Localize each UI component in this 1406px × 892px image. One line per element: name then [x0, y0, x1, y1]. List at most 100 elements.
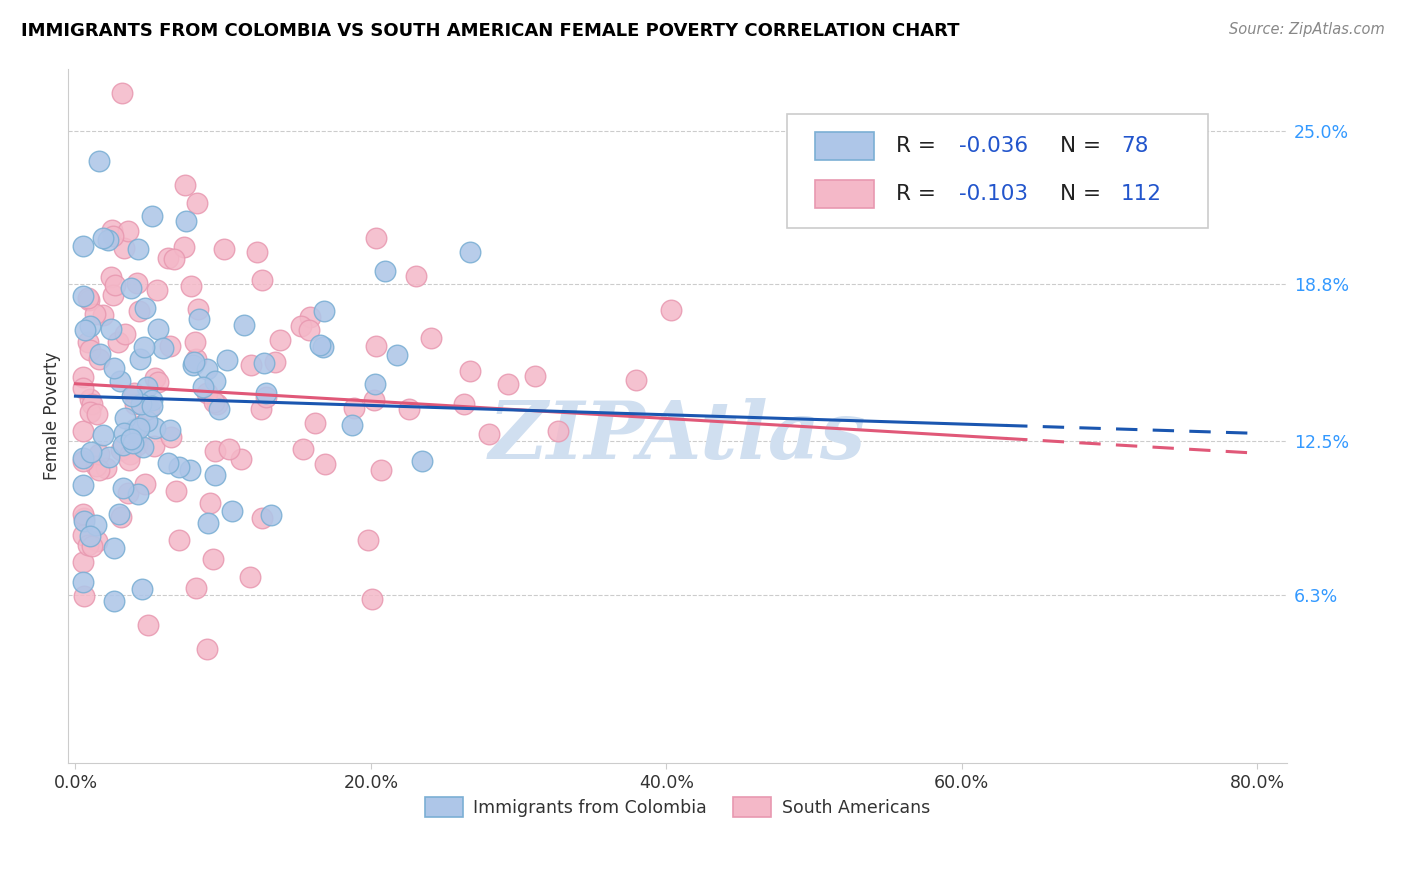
- Point: [101, 228, 124, 243]
- Point: [204, 375, 226, 389]
- Point: [145, 421, 167, 435]
- Point: [87, 447, 110, 461]
- Point: [111, 87, 134, 101]
- Text: 78: 78: [1121, 136, 1149, 156]
- Point: [100, 322, 122, 336]
- Point: [298, 310, 321, 325]
- FancyBboxPatch shape: [787, 113, 1208, 228]
- Point: [86, 534, 108, 549]
- Point: [108, 508, 131, 522]
- Point: [112, 426, 135, 441]
- Text: Source: ZipAtlas.com: Source: ZipAtlas.com: [1229, 22, 1385, 37]
- Point: [221, 503, 243, 517]
- Point: [72, 381, 94, 395]
- Point: [208, 401, 231, 416]
- Point: [79, 343, 101, 357]
- Point: [104, 278, 127, 293]
- Point: [309, 338, 332, 352]
- Point: [138, 401, 160, 416]
- Point: [101, 288, 124, 302]
- Point: [79, 529, 101, 543]
- Point: [193, 379, 215, 393]
- Y-axis label: Female Poverty: Female Poverty: [44, 351, 60, 480]
- Point: [129, 397, 152, 411]
- Point: [97, 234, 120, 248]
- Point: [360, 591, 382, 606]
- Point: [198, 496, 221, 510]
- Point: [86, 407, 108, 421]
- Point: [184, 352, 207, 367]
- Point: [75, 323, 97, 337]
- Point: [89, 346, 111, 360]
- Point: [73, 590, 96, 604]
- Point: [136, 413, 159, 427]
- Point: [72, 511, 94, 525]
- Point: [232, 318, 254, 332]
- Point: [142, 439, 165, 453]
- Point: [72, 528, 94, 542]
- Point: [184, 334, 207, 349]
- Point: [269, 333, 291, 347]
- Point: [141, 210, 163, 224]
- Point: [83, 307, 105, 321]
- Point: [523, 369, 546, 384]
- Point: [72, 370, 94, 384]
- Text: N =: N =: [1060, 184, 1108, 203]
- Point: [453, 397, 475, 411]
- Point: [212, 242, 235, 256]
- Point: [357, 533, 380, 548]
- Point: [169, 533, 191, 547]
- Point: [136, 380, 159, 394]
- Point: [179, 463, 201, 477]
- Point: [174, 213, 197, 227]
- Point: [72, 574, 94, 589]
- Point: [152, 341, 174, 355]
- Point: [143, 370, 166, 384]
- Point: [77, 291, 100, 305]
- Point: [159, 423, 181, 437]
- Point: [659, 302, 682, 317]
- Point: [72, 477, 94, 491]
- FancyBboxPatch shape: [815, 132, 873, 161]
- Text: R =: R =: [896, 184, 942, 203]
- Point: [117, 453, 139, 467]
- Point: [103, 594, 125, 608]
- Point: [72, 239, 94, 253]
- Point: [547, 424, 569, 438]
- Point: [478, 426, 501, 441]
- Text: 112: 112: [1121, 184, 1161, 203]
- Point: [117, 486, 139, 500]
- Point: [186, 196, 208, 211]
- Point: [72, 454, 94, 468]
- Point: [101, 223, 124, 237]
- Point: [110, 510, 132, 524]
- Point: [111, 481, 134, 495]
- Point: [218, 442, 240, 456]
- Point: [77, 335, 100, 350]
- Point: [370, 463, 392, 477]
- Point: [124, 386, 146, 401]
- Point: [398, 401, 420, 416]
- Point: [264, 354, 287, 368]
- Point: [124, 397, 146, 411]
- Point: [121, 389, 143, 403]
- Point: [146, 283, 169, 297]
- Point: [157, 252, 180, 266]
- Point: [314, 457, 336, 471]
- Point: [195, 362, 218, 376]
- Point: [249, 402, 271, 417]
- Point: [72, 424, 94, 438]
- Point: [84, 518, 107, 533]
- Point: [202, 394, 225, 409]
- Point: [458, 364, 481, 378]
- Point: [215, 353, 238, 368]
- Point: [364, 231, 387, 245]
- Point: [128, 352, 150, 367]
- Point: [342, 418, 364, 433]
- Point: [127, 487, 149, 501]
- Point: [252, 356, 274, 370]
- Point: [112, 438, 135, 452]
- Point: [163, 252, 186, 266]
- Point: [259, 508, 281, 522]
- Point: [374, 263, 396, 277]
